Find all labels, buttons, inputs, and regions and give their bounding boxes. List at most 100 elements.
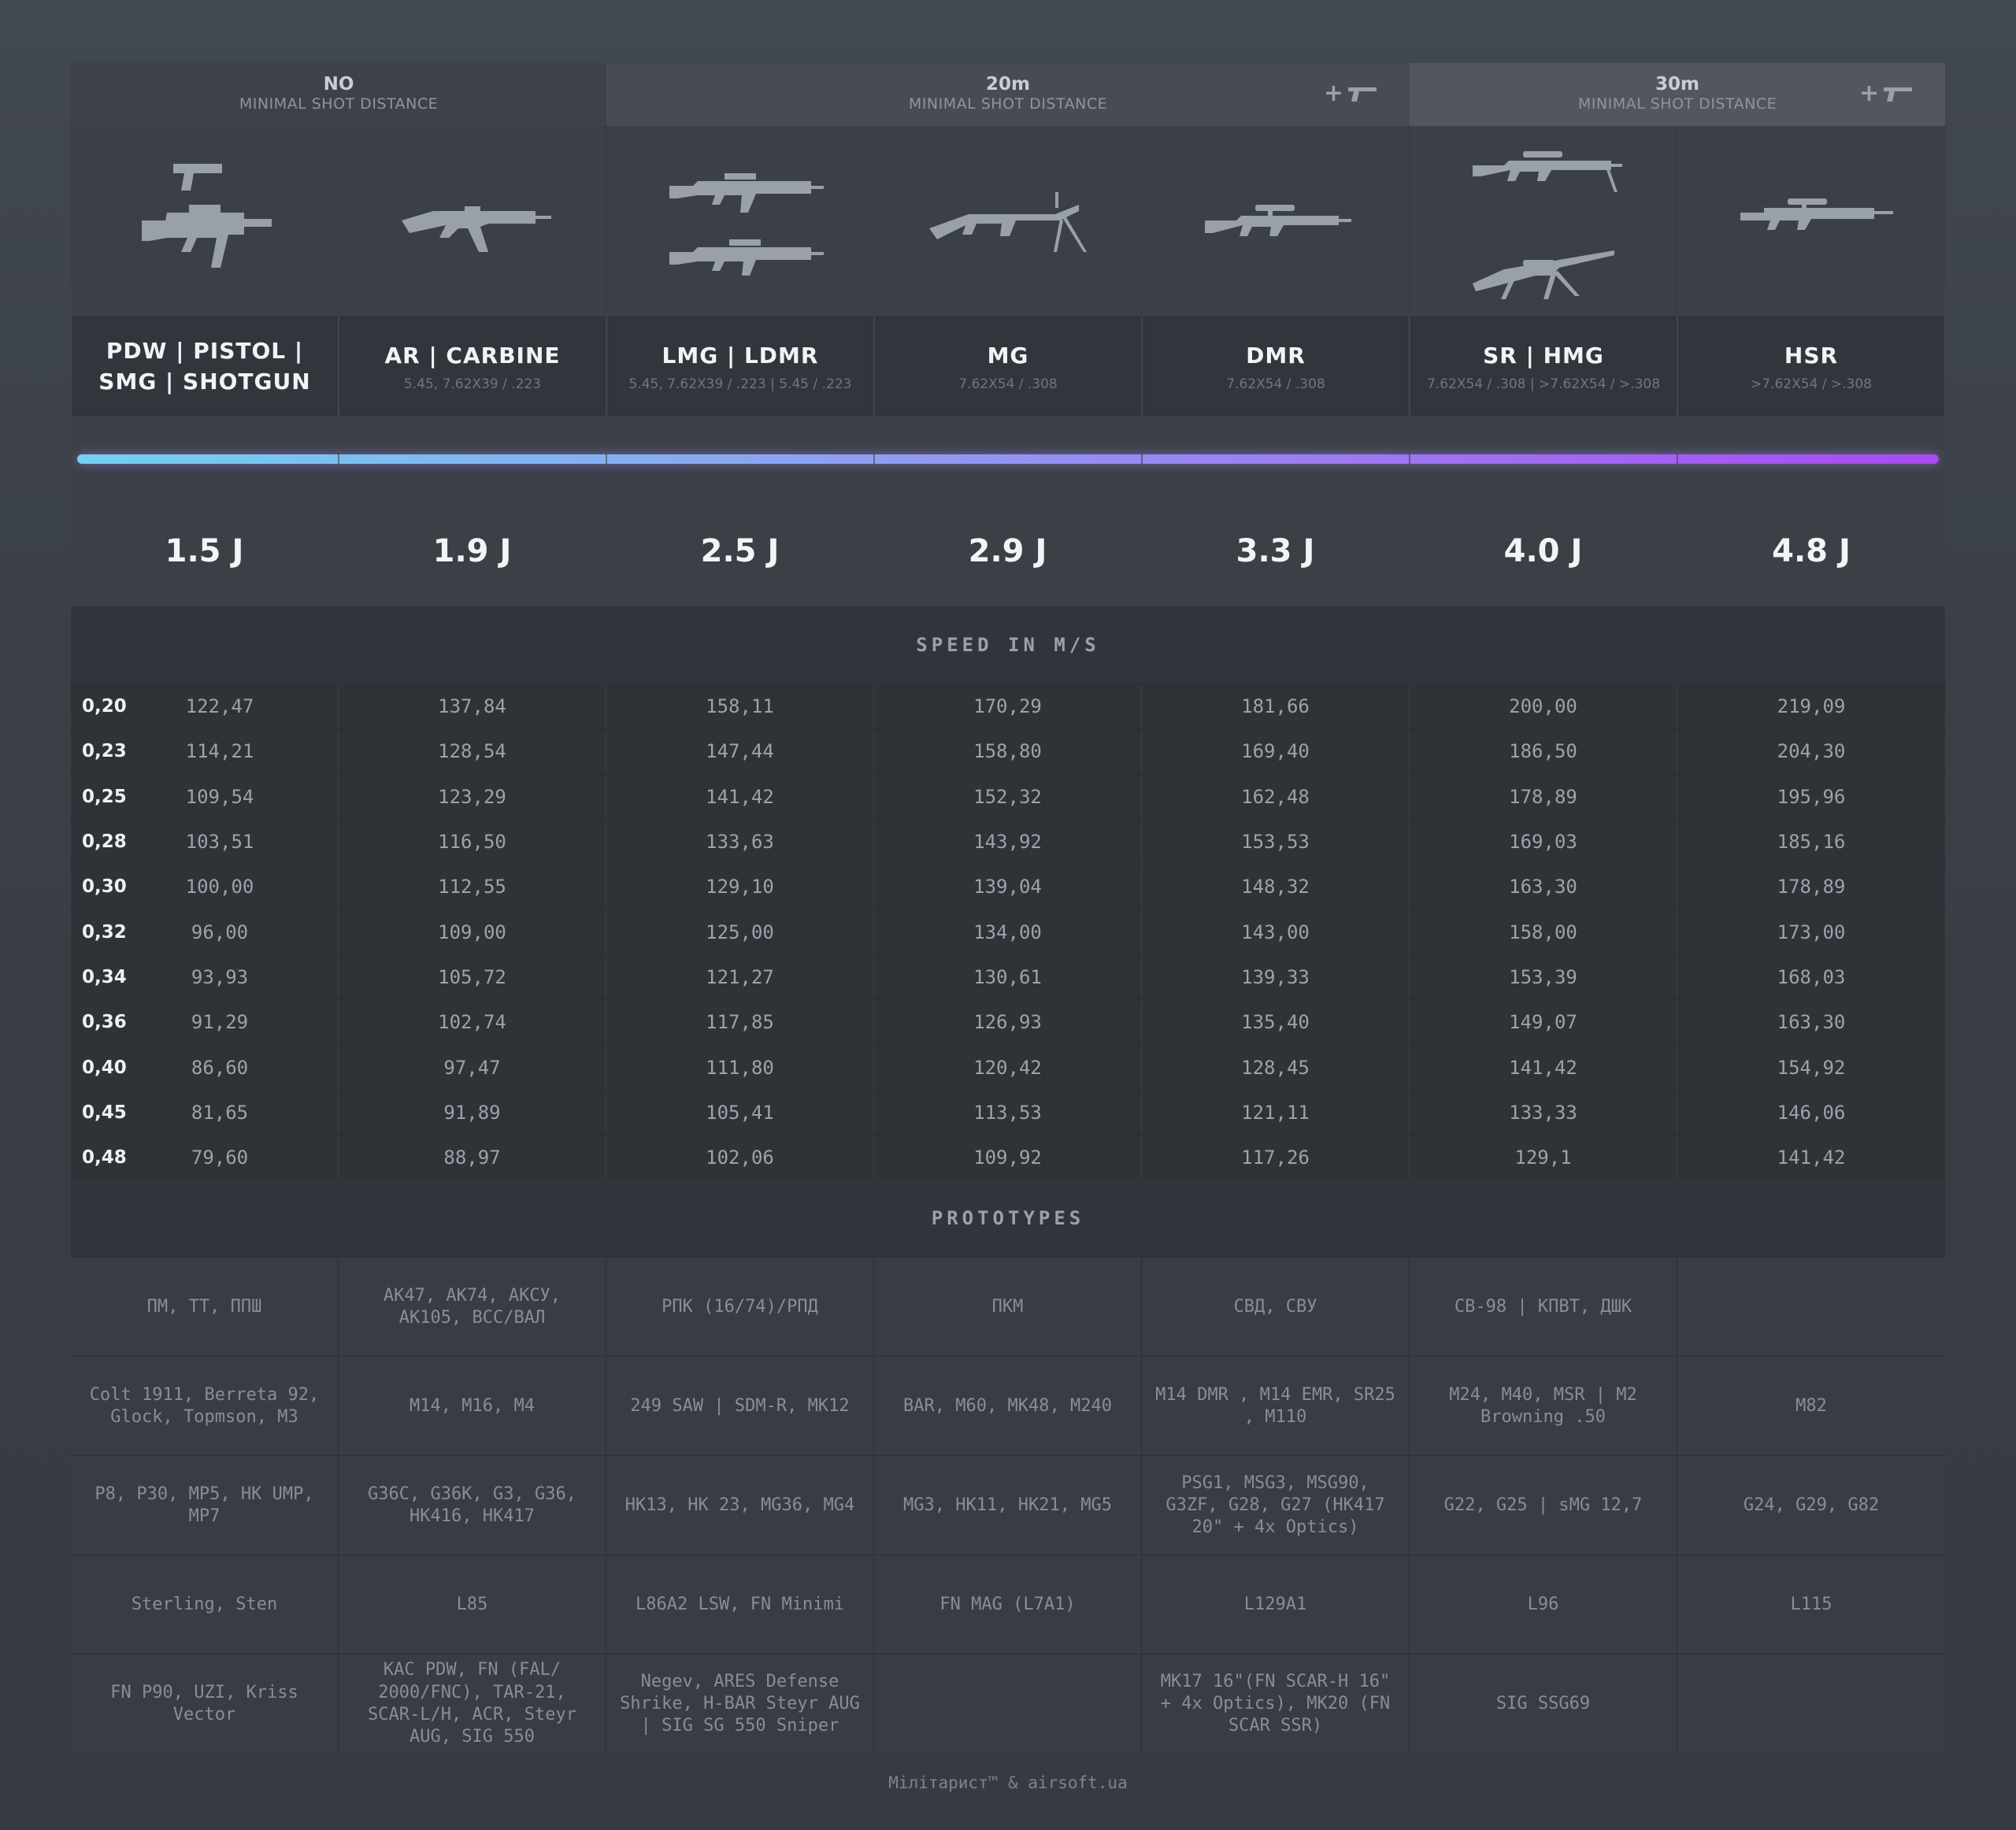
bb-weight: 0,32 <box>82 921 127 943</box>
speed-cell: 109,92 <box>874 1135 1142 1180</box>
speed-cell: 0,28 103,51 <box>71 819 339 865</box>
category-ar: AR | CARBINE 5.45, 7.62X39 / .223 <box>340 317 605 416</box>
energy-chart: NO MINIMAL SHOT DISTANCE 20m MINIMAL SHO… <box>71 63 1945 1754</box>
category-mg: MG 7.62X54 / .308 <box>876 317 1140 416</box>
assault-rifle-icon <box>401 206 551 252</box>
prototype-cell: L96 <box>1410 1555 1677 1654</box>
speed-row: 0,32 96,00 109,00 125,00 134,00 143,00 158,00 1… <box>71 909 1945 954</box>
machine-gun-icon <box>928 192 1087 252</box>
speed-cell: 117,85 <box>606 1000 874 1045</box>
speed-value: 100,00 <box>185 876 254 898</box>
bb-weight: 0,34 <box>82 966 127 987</box>
speed-cell: 158,00 <box>1410 909 1677 954</box>
speed-cell: 169,03 <box>1410 819 1677 865</box>
speed-cell: 0,23 114,21 <box>71 729 339 774</box>
category-name-line: PDW | PISTOL | <box>106 337 304 364</box>
bb-weight: 0,20 <box>82 696 127 717</box>
speed-cell: 143,92 <box>874 819 1142 865</box>
speed-cell: 102,74 <box>339 1000 606 1045</box>
speed-cell: 200,00 <box>1410 684 1677 729</box>
speed-cell: 170,29 <box>874 684 1142 729</box>
speed-cell: 143,00 <box>1142 909 1410 954</box>
prototype-cell: ПКМ <box>874 1258 1142 1357</box>
speed-cell: 141,42 <box>1410 1045 1677 1090</box>
speed-value: 86,60 <box>191 1056 249 1079</box>
prototype-cell: HK13, HK 23, MG36, MG4 <box>606 1456 874 1555</box>
prototype-cell: G22, G25 | sMG 12,7 <box>1410 1456 1677 1555</box>
category-name: SR | HMG <box>1483 343 1604 369</box>
speed-cell: 168,03 <box>1777 965 1846 988</box>
speed-value: 79,60 <box>191 1147 249 1169</box>
speed-row: 0,28 103,51 116,50 133,63 143,92 153,53 169,03… <box>71 818 1945 865</box>
speed-cell: 0,45 81,65 <box>71 1090 339 1135</box>
speed-cell: 219,09 <box>1777 695 1846 718</box>
speed-cell: 135,40 <box>1142 1000 1410 1045</box>
energy-value: 4.0 J <box>1410 496 1677 606</box>
speed-cell: 149,07 <box>1410 1000 1677 1045</box>
speed-cell: 105,41 <box>606 1090 874 1135</box>
energy-value: 4.8 J <box>1772 533 1851 569</box>
distance-group-none: NO MINIMAL SHOT DISTANCE <box>71 63 606 126</box>
secondary-weapon-indicator: + <box>1324 82 1378 106</box>
bb-weight: 0,30 <box>82 876 127 898</box>
pistol-icon <box>1884 87 1912 102</box>
prototype-cell: 249 SAW | SDM-R, MK12 <box>606 1357 874 1456</box>
speed-cell: 146,06 <box>1777 1101 1846 1124</box>
footer-credit: Мілітарист™ & airsoft.ua <box>888 1773 1128 1792</box>
speed-row: 0,25 109,54 123,29 141,42 152,32 162,48 178,89… <box>71 773 1945 819</box>
prototype-cell: SIG SSG69 <box>1410 1654 1677 1754</box>
prototype-cell: P8, P30, MP5, HK UMP, MP7 <box>71 1456 339 1555</box>
speed-cell: 129,1 <box>1410 1135 1677 1180</box>
category-name: HSR <box>1784 343 1839 369</box>
category-calibers: 7.62X54 / .308 <box>1226 376 1325 392</box>
bb-weight: 0,45 <box>82 1102 127 1123</box>
speed-cell: 195,96 <box>1777 785 1846 808</box>
category-lmg: LMG | LDMR 5.45, 7.62X39 / .223 | 5.45 /… <box>608 317 873 416</box>
speed-cell: 137,84 <box>339 684 606 729</box>
prototype-cell: РПК (16/74)/РПД <box>606 1258 874 1357</box>
speed-row: 0,30 100,00 112,55 129,10 139,04 148,32 163,30… <box>71 864 1945 909</box>
weapon-image-lmg <box>606 126 874 315</box>
prototype-cell: Sterling, Sten <box>71 1555 339 1654</box>
speed-cell: 147,44 <box>606 729 874 774</box>
speed-value: 81,65 <box>191 1101 249 1124</box>
prototype-cell <box>1677 1654 1945 1753</box>
category-sr: SR | HMG 7.62X54 / .308 | >7.62X54 / >.3… <box>1411 317 1676 416</box>
speed-cell: 154,92 <box>1777 1056 1846 1079</box>
speed-value: 91,29 <box>191 1011 249 1034</box>
speed-cell: 173,00 <box>1777 921 1846 943</box>
speed-row: 0,20 122,47 137,84 158,11 170,29 181,66 200,00… <box>71 683 1945 729</box>
energy-value: 3.3 J <box>1142 496 1410 606</box>
prototype-cell: Negev, ARES Defense Shrike, H-BAR Steyr … <box>606 1654 874 1754</box>
speed-cell: 148,32 <box>1142 865 1410 909</box>
speed-row: 0,48 79,60 88,97 102,06 109,92 117,26 129,1 141… <box>71 1134 1945 1180</box>
speed-cell: 91,89 <box>339 1090 606 1135</box>
prototype-row: Sterling, Sten L85 L86A2 LSW, FN Minimi FN … <box>71 1554 1945 1654</box>
speed-cell: 133,63 <box>606 819 874 865</box>
pistol-icon <box>1348 87 1377 102</box>
speed-value: 114,21 <box>185 740 254 763</box>
category-calibers: 7.62X54 / .308 | >7.62X54 / >.308 <box>1426 376 1661 392</box>
bb-weight: 0,48 <box>82 1147 127 1169</box>
prototype-cell: Colt 1911, Berreta 92, Glock, Topmson, M… <box>71 1357 339 1456</box>
bar-divider <box>1141 454 1143 465</box>
bb-weight: 0,28 <box>82 832 127 853</box>
prototype-cell: M82 <box>1796 1395 1827 1416</box>
prototype-cell: FN MAG (L7A1) <box>874 1555 1142 1654</box>
speed-value: 109,54 <box>185 785 254 808</box>
speed-cell: 181,66 <box>1142 684 1410 729</box>
speed-cell: 117,26 <box>1142 1135 1410 1180</box>
energy-value: 2.5 J <box>606 496 874 606</box>
prototype-cell: MG3, HK11, HK21, MG5 <box>874 1456 1142 1555</box>
bb-weight: 0,23 <box>82 741 127 762</box>
bb-weight: 0,40 <box>82 1057 127 1078</box>
weapon-image-ar <box>339 126 606 315</box>
distance-value: NO <box>323 74 354 94</box>
speed-cell: 116,50 <box>339 819 606 865</box>
energy-value: 2.9 J <box>874 496 1142 606</box>
speed-cell: 133,33 <box>1410 1090 1677 1135</box>
prototype-cell: FN P90, UZI, Kriss Vector <box>71 1654 339 1754</box>
speed-cell: 0,36 91,29 <box>71 1000 339 1045</box>
prototype-row: Colt 1911, Berreta 92, Glock, Topmson, M… <box>71 1356 1945 1456</box>
sniper-rifle-icon <box>1472 151 1622 299</box>
